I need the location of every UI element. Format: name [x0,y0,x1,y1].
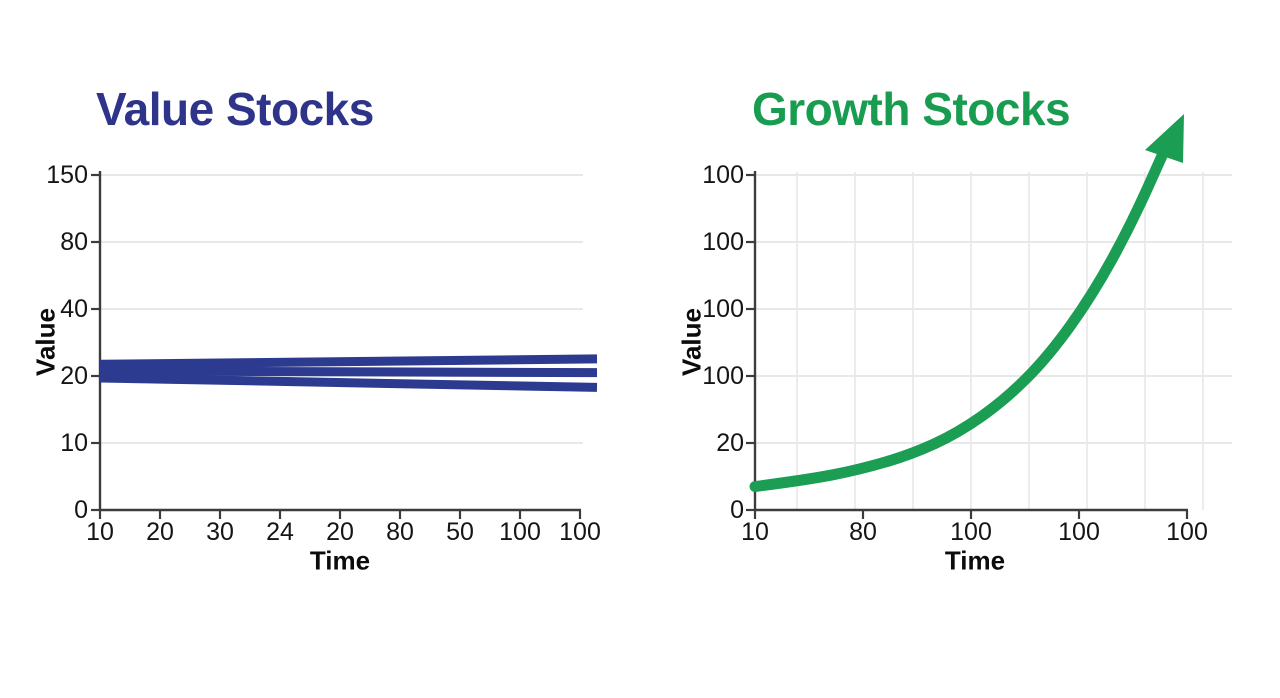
growth-curve [749,142,1171,493]
y-tick-label: 20 [716,429,744,457]
x-tick-label: 30 [206,518,234,546]
y-tick-label: 80 [60,228,88,256]
x-tick-label: 100 [1166,518,1208,546]
growth-arrowhead-icon [1145,114,1184,163]
y-tick-label: 100 [702,362,744,390]
y-tick-label: 0 [74,496,88,524]
y-tick-label: 100 [702,295,744,323]
x-tick-label: 100 [559,518,601,546]
y-tick-label: 0 [730,496,744,524]
growth-stocks-title: Growth Stocks [752,83,1071,135]
top-line [99,354,598,369]
x-tick-label: 80 [386,518,414,546]
x-tick-label: 20 [326,518,354,546]
value-stocks-title: Value Stocks [96,83,374,135]
growth-stocks-x-axis-label: Time [944,545,1006,576]
x-tick-label: 20 [146,518,174,546]
middle-line [99,366,598,378]
y-tick-label: 150 [46,161,88,189]
x-tick-label: 100 [499,518,541,546]
y-tick-label: 100 [702,228,744,256]
bottom-line [99,373,598,392]
x-tick-label: 50 [446,518,474,546]
y-tick-label: 100 [702,161,744,189]
y-tick-label: 20 [60,362,88,390]
y-tick-label: 10 [60,429,88,457]
x-tick-label: 100 [950,518,992,546]
x-tick-label: 10 [741,518,769,546]
x-tick-label: 10 [86,518,114,546]
x-tick-label: 100 [1058,518,1100,546]
value-stocks-x-axis-label: Time [309,545,371,576]
x-tick-label: 80 [849,518,877,546]
y-tick-label: 40 [60,295,88,323]
x-tick-label: 24 [266,518,294,546]
